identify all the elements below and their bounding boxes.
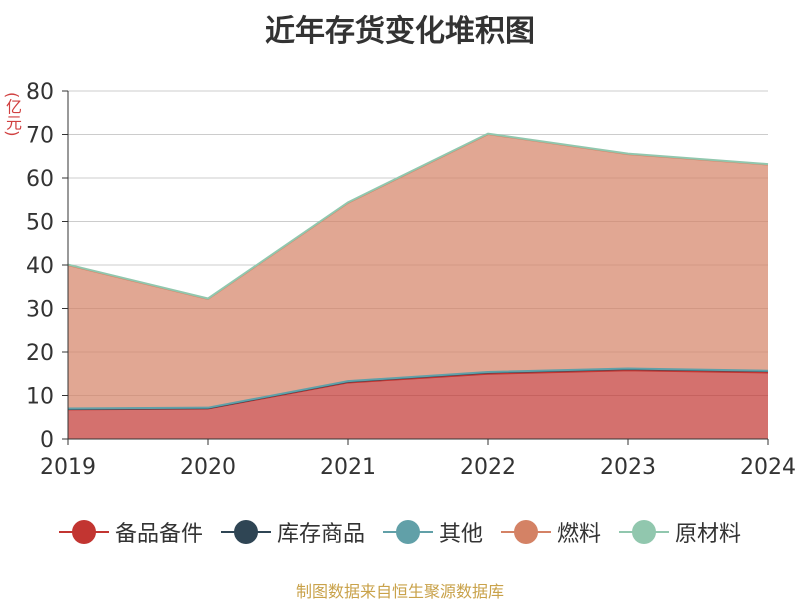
legend-item[interactable]: 库存商品 <box>220 516 365 548</box>
y-tick-label: 0 <box>40 428 54 453</box>
legend-label: 燃料 <box>557 522 602 547</box>
series-areas <box>68 133 768 439</box>
source-footer: 制图数据来自恒生聚源数据库 <box>295 582 504 601</box>
x-tick-label: 2024 <box>740 455 796 480</box>
x-tick-label: 2021 <box>320 455 376 480</box>
legend-item[interactable]: 原材料 <box>619 516 741 548</box>
legend-item[interactable]: 燃料 <box>501 516 601 548</box>
series-lines <box>67 132 769 411</box>
y-tick-label: 10 <box>26 385 54 410</box>
series-area-0 <box>68 370 768 439</box>
y-tick-label: 50 <box>26 211 54 236</box>
x-tick-label: 2022 <box>460 455 516 480</box>
chart-title: 近年存货变化堆积图 <box>265 14 535 49</box>
legend-marker-icon <box>58 518 109 546</box>
legend-item[interactable]: 其他 <box>382 516 483 548</box>
x-tick-label: 2023 <box>600 455 656 480</box>
series-line-2 <box>67 367 769 410</box>
axes: 0 10 20 30 40 50 60 70 80 2019 2020 2021 2022 2023 202… <box>26 80 796 480</box>
x-tick-label: 2020 <box>180 455 236 480</box>
legend-item[interactable]: 备品备件 <box>58 516 203 548</box>
legend-marker-icon <box>619 518 670 546</box>
y-tick-label: 30 <box>26 298 54 323</box>
y-tick-label: 80 <box>26 80 54 105</box>
y-tick-label: 40 <box>26 254 54 279</box>
legend-label: 原材料 <box>675 522 742 547</box>
series-area-3 <box>68 134 768 409</box>
y-tick-label: 20 <box>26 341 54 366</box>
legend-label: 备品备件 <box>114 522 203 547</box>
legend-marker-icon <box>382 518 433 546</box>
legend-label: 库存商品 <box>276 522 365 547</box>
legend: 备品备件 库存商品 其他 燃料 原材料 <box>0 516 800 548</box>
legend-marker-icon <box>220 518 271 546</box>
y-tick-label: 60 <box>26 167 54 192</box>
y-tick-label: 70 <box>26 124 54 149</box>
legend-marker-icon <box>501 518 551 546</box>
x-tick-label: 2019 <box>40 455 96 480</box>
y-axis-unit-label: (亿元) <box>3 92 22 137</box>
series-line-4 <box>67 132 769 300</box>
legend-label: 其他 <box>438 522 483 547</box>
